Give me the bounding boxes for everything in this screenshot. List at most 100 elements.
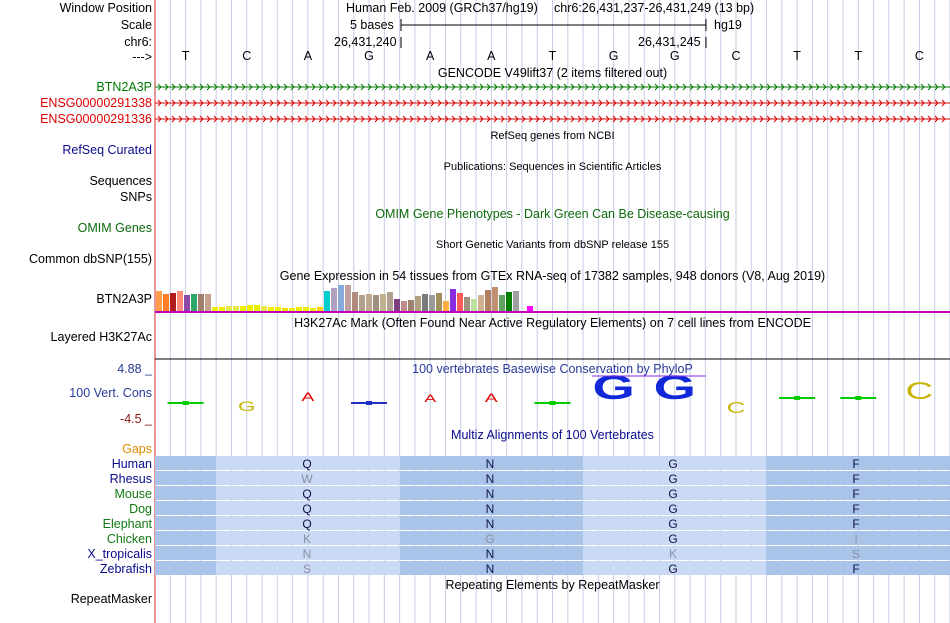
gtex-tissue-bar bbox=[415, 296, 421, 311]
gene-strand-chevrons bbox=[157, 83, 946, 91]
alignment-block bbox=[766, 456, 950, 470]
gtex-tissue-bar bbox=[296, 307, 302, 311]
alignment-amino-acid: N bbox=[485, 517, 495, 531]
gtex-tissue-bar bbox=[527, 306, 533, 311]
dbsnp-track-title[interactable]: Short Genetic Variants from dbSNP releas… bbox=[435, 239, 670, 251]
gtex-tissue-bar bbox=[254, 305, 260, 311]
alignment-block bbox=[583, 471, 766, 485]
alignment-amino-acid: S bbox=[302, 562, 311, 576]
alignment-block bbox=[766, 471, 950, 485]
gtex-tissue-bar bbox=[275, 307, 281, 311]
alignment-amino-acid: F bbox=[852, 502, 860, 516]
species-label[interactable]: Zebrafish bbox=[99, 562, 152, 576]
gencode-item-btn2a3p[interactable]: BTN2A3P bbox=[96, 80, 152, 94]
gtex-tissue-bar bbox=[366, 294, 372, 311]
publications-label-sequences[interactable]: Sequences bbox=[89, 174, 152, 188]
alignment-block bbox=[216, 561, 400, 575]
alignment-amino-acid: G bbox=[668, 472, 678, 486]
alignment-block bbox=[155, 531, 216, 545]
omim-label[interactable]: OMIM Genes bbox=[77, 221, 152, 235]
publications-track-title[interactable]: Publications: Sequences in Scientific Ar… bbox=[443, 161, 662, 173]
species-label[interactable]: Chicken bbox=[106, 532, 152, 546]
alignment-amino-acid: N bbox=[485, 562, 495, 576]
gtex-tissue-bar bbox=[205, 294, 211, 311]
gtex-tissue-bar bbox=[240, 306, 246, 311]
alignment-block bbox=[216, 486, 400, 500]
gtex-tissue-bar bbox=[177, 291, 183, 311]
alignment-amino-acid: G bbox=[668, 457, 678, 471]
species-label[interactable]: Rhesus bbox=[109, 472, 152, 486]
species-label[interactable]: Mouse bbox=[114, 487, 152, 501]
multiz-track-title[interactable]: Multiz Alignments of 100 Vertebrates bbox=[451, 428, 654, 442]
alignment-amino-acid: N bbox=[485, 472, 495, 486]
alignment-block bbox=[155, 501, 216, 515]
alignment-block bbox=[583, 531, 766, 545]
alignment-amino-acid: N bbox=[485, 487, 495, 501]
alignment-block bbox=[155, 546, 216, 560]
species-label[interactable]: Human bbox=[111, 457, 152, 471]
refseq-label[interactable]: RefSeq Curated bbox=[62, 143, 152, 157]
gtex-tissue-bar bbox=[401, 301, 407, 311]
alignment-amino-acid: F bbox=[852, 562, 860, 576]
gtex-tissue-bar bbox=[499, 295, 505, 311]
gencode-item-ensg00000291336[interactable]: ENSG00000291336 bbox=[40, 112, 152, 126]
gtex-tissue-bar bbox=[191, 294, 197, 311]
gtex-tissue-bar bbox=[422, 294, 428, 311]
gtex-label[interactable]: BTN2A3P bbox=[96, 292, 152, 306]
gtex-tissue-bar bbox=[408, 300, 414, 311]
gtex-tissue-bar bbox=[198, 294, 204, 311]
species-label[interactable]: Dog bbox=[129, 502, 152, 516]
alignment-amino-acid: Q bbox=[302, 487, 312, 501]
gtex-tissue-bar bbox=[478, 295, 484, 311]
gtex-tissue-bar bbox=[184, 295, 190, 311]
phylop-track-title[interactable]: 100 vertebrates Basewise Conservation by… bbox=[412, 362, 693, 376]
base-letter: A bbox=[487, 49, 496, 63]
alignment-block bbox=[583, 546, 766, 560]
base-letter: G bbox=[669, 49, 680, 63]
gtex-tissue-bar bbox=[464, 297, 470, 311]
phylop-logo-letter: G bbox=[238, 398, 255, 414]
base-letter: C bbox=[914, 49, 924, 63]
gtex-tissue-bar bbox=[471, 299, 477, 311]
alignment-amino-acid: G bbox=[668, 562, 678, 576]
phylop-score-dot bbox=[366, 401, 373, 405]
alignment-block bbox=[155, 561, 216, 575]
dbsnp-label[interactable]: Common dbSNP(155) bbox=[29, 252, 152, 266]
gencode-track-title[interactable]: GENCODE V49lift37 (2 items filtered out) bbox=[437, 66, 668, 80]
alignment-block bbox=[583, 516, 766, 530]
publications-label-snps[interactable]: SNPs bbox=[120, 190, 152, 204]
alignment-amino-acid: K bbox=[668, 547, 677, 561]
alignment-amino-acid: F bbox=[852, 457, 860, 471]
h3k27ac-track-title[interactable]: H3K27Ac Mark (Often Found Near Active Re… bbox=[294, 316, 811, 330]
gtex-tissue-bar bbox=[233, 306, 239, 311]
phylop-min: -4.5 _ bbox=[120, 412, 152, 426]
gtex-track-title[interactable]: Gene Expression in 54 tissues from GTEx … bbox=[279, 269, 826, 283]
base-letter: A bbox=[426, 49, 435, 63]
species-label[interactable]: X_tropicalis bbox=[87, 547, 152, 561]
gtex-tissue-bar bbox=[436, 293, 442, 311]
h3k27ac-label[interactable]: Layered H3K27Ac bbox=[50, 330, 152, 344]
base-letter: G bbox=[364, 49, 374, 63]
repeatmasker-track-title[interactable]: Repeating Elements by RepeatMasker bbox=[445, 578, 660, 592]
repeatmasker-label[interactable]: RepeatMasker bbox=[70, 592, 152, 606]
alignment-amino-acid: F bbox=[852, 487, 860, 501]
phylop-max: 4.88 _ bbox=[117, 362, 152, 376]
gencode-item-ensg00000291338[interactable]: ENSG00000291338 bbox=[40, 96, 152, 110]
gtex-tissue-bar bbox=[219, 307, 225, 311]
gtex-tissue-bar bbox=[212, 307, 218, 311]
refseq-track-title[interactable]: RefSeq genes from NCBI bbox=[490, 130, 615, 142]
alignment-amino-acid: G bbox=[668, 487, 678, 501]
phylop-label[interactable]: 100 Vert. Cons bbox=[69, 386, 152, 400]
gtex-tissue-bar bbox=[450, 289, 456, 311]
phylop-score-dot bbox=[855, 396, 862, 400]
alignment-amino-acid: G bbox=[485, 532, 495, 546]
alignment-block bbox=[766, 546, 950, 560]
omim-track-title[interactable]: OMIM Gene Phenotypes - Dark Green Can Be… bbox=[375, 207, 730, 221]
alignment-amino-acid: Q bbox=[302, 502, 312, 516]
coord-left: 26,431,240 bbox=[334, 35, 397, 49]
gtex-tissue-bar bbox=[247, 305, 253, 311]
species-label[interactable]: Elephant bbox=[102, 517, 152, 531]
alignment-block bbox=[400, 456, 583, 470]
